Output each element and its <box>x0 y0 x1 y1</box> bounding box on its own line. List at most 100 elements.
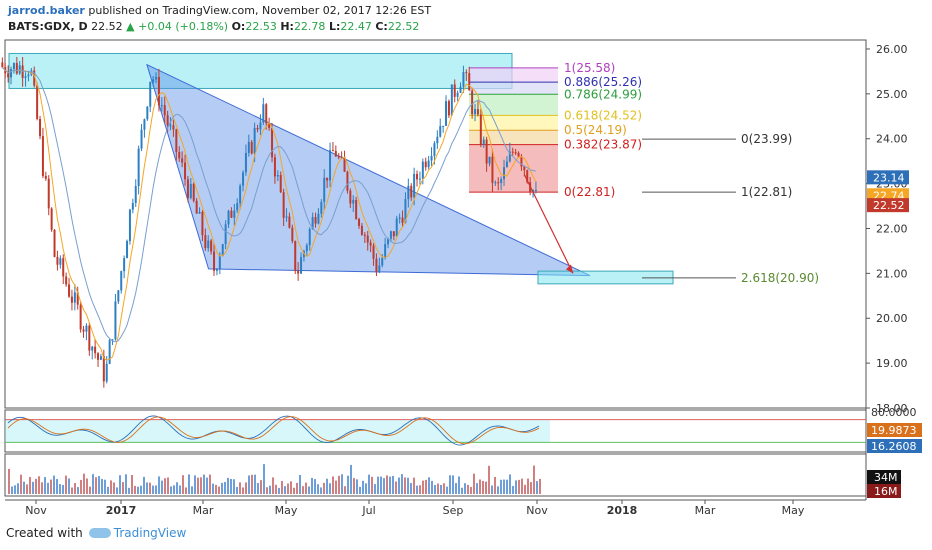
candle-body <box>44 175 47 179</box>
volume-bar <box>491 485 493 494</box>
volume-bar <box>404 477 406 494</box>
candle-body <box>331 150 334 152</box>
candle-body <box>242 172 245 186</box>
volume-bar <box>167 477 169 494</box>
volume-bar <box>530 482 532 494</box>
low-label: L: <box>328 20 341 33</box>
candle-body <box>279 175 282 193</box>
volume-bar <box>149 482 151 494</box>
candle-body <box>433 143 436 156</box>
volume-bar <box>191 486 193 494</box>
fib-extension-label: 0(23.99) <box>741 132 792 146</box>
x-tick-label: Sep <box>443 504 464 517</box>
candle-body <box>73 292 76 303</box>
candle-body <box>485 139 488 164</box>
candle-body <box>91 346 94 351</box>
volume-bar <box>509 474 511 494</box>
candle-body <box>108 340 111 364</box>
candle-body <box>221 244 224 256</box>
candle-body <box>105 363 108 382</box>
volume-bar <box>305 482 307 494</box>
candle-body <box>360 225 363 235</box>
volume-bar <box>494 476 496 494</box>
candle-body <box>340 156 343 158</box>
symbol-label: BATS:GDX, D <box>8 20 88 33</box>
volume-bar <box>65 475 67 494</box>
tradingview-brand-link[interactable]: TradingView <box>113 526 187 540</box>
volume-bar <box>32 481 34 494</box>
volume-bar <box>200 477 202 494</box>
candle-body <box>398 217 401 219</box>
y-tick-label: 18.00 <box>876 402 908 415</box>
candle-body <box>453 84 456 97</box>
candle-body <box>169 125 172 127</box>
candle-body <box>500 179 503 183</box>
candle-body <box>329 150 332 181</box>
volume-bar <box>389 476 391 494</box>
volume-bar <box>26 484 28 494</box>
x-tick-label: Jul <box>361 504 375 517</box>
candle-body <box>33 70 36 86</box>
volume-bar <box>410 483 412 494</box>
candle-body <box>476 109 479 115</box>
stochastic-tag-label: 19.9873 <box>871 424 917 437</box>
candle-body <box>416 173 419 180</box>
candle-body <box>85 325 88 332</box>
volume-bar <box>323 482 325 494</box>
candle-body <box>102 356 105 382</box>
volume-bar <box>134 485 136 494</box>
price-chart[interactable]: 1(25.58)0.886(25.26)0.786(24.99) 0.618(24… <box>0 0 932 520</box>
volume-bar <box>116 487 118 494</box>
candle-body <box>465 72 468 74</box>
candle-body <box>76 292 79 305</box>
volume-bar <box>275 484 277 494</box>
author-link[interactable]: jarrod.baker <box>8 4 85 17</box>
volume-tag-label: 34M <box>874 471 898 484</box>
candle-body <box>421 161 424 179</box>
candle-body <box>172 125 175 130</box>
y-tick-label: 22.00 <box>876 222 908 235</box>
stochastic-band <box>5 419 550 443</box>
volume-bar <box>137 486 139 494</box>
candle-body <box>227 210 230 225</box>
candle-body <box>15 63 18 74</box>
fib-retracement-label: 0.786(24.99) <box>564 87 642 101</box>
candle-body <box>30 70 33 75</box>
candle-body <box>236 203 239 211</box>
candle-body <box>291 227 294 242</box>
candle-body <box>273 157 276 177</box>
candle-body <box>337 156 340 158</box>
volume-bar <box>314 479 316 494</box>
candle-body <box>523 166 526 171</box>
candle-body <box>323 177 326 202</box>
volume-bar <box>398 477 400 494</box>
volume-bar <box>185 487 187 494</box>
volume-bar <box>461 487 463 494</box>
candle-body <box>503 167 506 180</box>
price-tag <box>867 198 909 213</box>
volume-bar <box>401 474 403 494</box>
candle-body <box>27 74 30 77</box>
candle-body <box>175 129 178 153</box>
candle-body <box>12 63 15 70</box>
candle-body <box>326 177 329 181</box>
volume-bar <box>62 484 64 494</box>
candle-body <box>256 127 259 130</box>
volume-bar <box>464 483 466 494</box>
volume-bar <box>371 476 373 494</box>
candle-body <box>181 158 184 163</box>
volume-bar <box>272 477 274 494</box>
candle-body <box>24 76 27 79</box>
candle-body <box>294 241 297 271</box>
volume-bar <box>119 475 121 494</box>
volume-bar <box>260 480 262 494</box>
volume-bar <box>20 474 22 494</box>
candle-body <box>384 244 387 258</box>
volume-bar <box>176 482 178 494</box>
candle-body <box>7 73 10 78</box>
volume-bar <box>392 475 394 494</box>
candle-body <box>65 276 68 285</box>
candle-body <box>117 290 120 302</box>
candle-body <box>534 189 537 191</box>
close-value: 22.52 <box>387 20 420 33</box>
